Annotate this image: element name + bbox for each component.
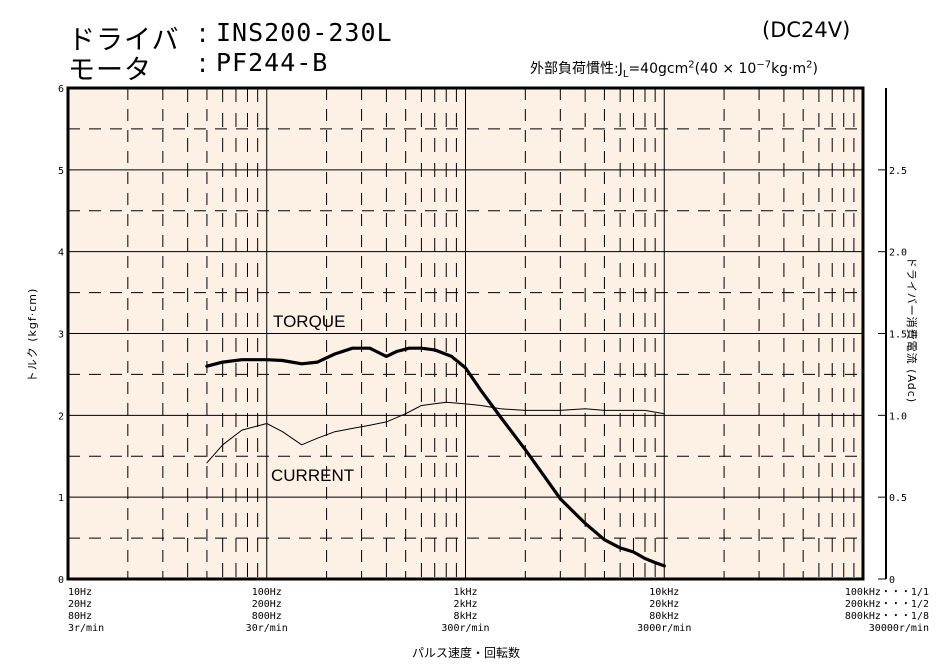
x-tick-label: 2kHz <box>453 599 477 610</box>
driver-separator: : <box>198 18 209 49</box>
x-tick-label: 20kHz <box>649 599 679 610</box>
x-tick-label: 800kHz・・・1/8 <box>845 611 929 622</box>
y2-axis-label: ドライバー消費電流 (Adc) <box>905 257 919 403</box>
motor-label: モータ <box>68 55 152 86</box>
x-tick-label: 100Hz <box>252 587 282 598</box>
x-tick-label: 10Hz <box>68 587 92 598</box>
x-tick-label: 80kHz <box>649 611 679 622</box>
inertia-note: 外部負荷慣性:JL=40gcm2(40 × 10−7kg·m2) <box>530 58 819 80</box>
torque-series-label: TORQUE <box>273 312 345 331</box>
inertia-si-open: (40 × 10 <box>694 61 757 77</box>
x-tick-label: 3000r/min <box>637 623 691 634</box>
voltage-label: (DC24V) <box>762 18 851 42</box>
inertia-prefix: 外部負荷慣性: <box>530 61 619 77</box>
tick-labels: 0 0.5 1.0 1.5 2.0 2.5 0 1 2 3 4 5 6 10Hz20Hz80Hz3r/mi… <box>58 84 929 634</box>
inertia-subscript: L <box>622 68 629 80</box>
x-tick-label: 3r/min <box>68 623 104 634</box>
driver-label: ドライバ <box>68 25 180 56</box>
y2-tick-label: 0 <box>889 575 895 586</box>
x-tick-label: 30000r/min <box>869 623 929 634</box>
y-tick-label: 5 <box>58 166 64 177</box>
inertia-exponent: 2 <box>688 59 695 71</box>
driver-model: INS200-230L <box>216 18 393 47</box>
x-tick-label: 300r/min <box>441 623 489 634</box>
y-tick-label: 0 <box>58 575 64 586</box>
x-tick-label: 200kHz・・・1/2 <box>845 599 929 610</box>
plot-frame <box>66 86 865 581</box>
y2-tick-label: 2.5 <box>889 166 907 177</box>
x-tick-label: 1kHz <box>453 587 477 598</box>
y2-tick-label: 2.0 <box>889 248 907 259</box>
motor-model: PF244-B <box>216 48 329 77</box>
x-tick-label: 80Hz <box>68 611 92 622</box>
y2-tick-label: 1.5 <box>889 330 907 341</box>
y-tick-label: 4 <box>58 248 64 259</box>
torque-line <box>205 346 666 568</box>
x-tick-label: 10kHz <box>649 587 679 598</box>
inertia-si-close: ) <box>812 61 819 77</box>
x-axis-label: パルス速度・回転数 <box>412 645 520 660</box>
inertia-si-exponent: −7 <box>756 59 772 71</box>
x-tick-label: 20Hz <box>68 599 92 610</box>
motor-separator: : <box>198 48 209 79</box>
x-tick-label: 30r/min <box>246 623 288 634</box>
current-line <box>206 401 665 464</box>
y-tick-label: 6 <box>58 84 64 95</box>
x-tick-label: 100kHz・・・1/1 <box>845 587 929 598</box>
x-tick-label: 200Hz <box>252 599 282 610</box>
x-tick-label: 800Hz <box>252 611 282 622</box>
y-tick-label: 2 <box>58 411 64 422</box>
right-axis <box>878 88 887 580</box>
series <box>205 346 666 568</box>
x-tick-label: 8kHz <box>453 611 477 622</box>
inertia-symbol: J <box>618 61 623 77</box>
inertia-si-unit-exponent: 2 <box>806 59 813 71</box>
current-series-label: CURRENT <box>271 466 354 485</box>
y-axis-label: トルク (kgf·cm) <box>26 288 39 383</box>
y-tick-label: 1 <box>58 493 64 504</box>
y-tick-label: 3 <box>58 330 64 341</box>
grid <box>68 88 863 579</box>
y2-tick-label: 1.0 <box>889 411 907 422</box>
y2-tick-label: 0.5 <box>889 493 907 504</box>
inertia-value: =40gcm <box>628 61 689 77</box>
inertia-si-unit: kg·m <box>771 61 807 77</box>
